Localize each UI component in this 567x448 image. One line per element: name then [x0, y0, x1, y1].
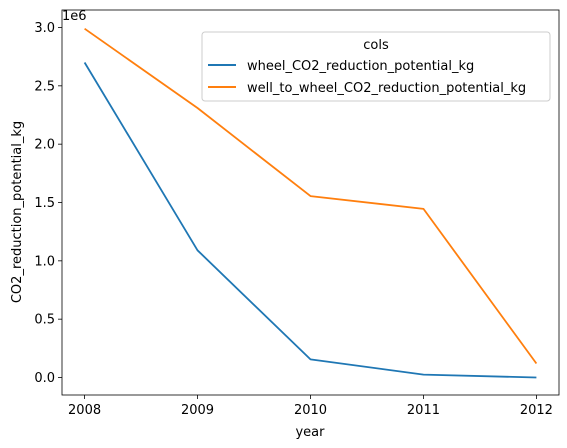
legend-label-well-to-wheel: well_to_wheel_CO2_reduction_potential_kg: [247, 81, 526, 96]
x-tick-label: 2012: [520, 403, 553, 418]
y-tick-label: 2.0: [34, 138, 55, 153]
y-tick-label: 3.0: [34, 21, 55, 36]
x-axis-label: year: [295, 425, 325, 440]
y-tick-label: 2.5: [34, 79, 55, 94]
y-tick-label: 0.5: [34, 313, 55, 328]
x-axis: 2008 2009 2010 2011 2012: [68, 395, 553, 418]
y-tick-label: 0.0: [34, 371, 55, 386]
y-offset-label: 1e6: [62, 9, 87, 24]
legend-label-wheel: wheel_CO2_reduction_potential_kg: [247, 59, 474, 74]
legend-title: cols: [363, 38, 389, 53]
series-line-0: [83, 62, 537, 379]
legend: cols wheel_CO2_reduction_potential_kg we…: [201, 31, 551, 102]
y-axis-label: CO2_reduction_potential_kg: [10, 121, 25, 303]
legend-box: [201, 31, 551, 102]
y-axis: 0.0 0.5 1.0 1.5 2.0 2.5 3.0: [34, 21, 62, 386]
y-tick-label: 1.0: [34, 254, 55, 269]
x-tick-label: 2010: [294, 403, 327, 418]
series-line-1: [84, 27, 538, 365]
x-tick-label: 2009: [181, 403, 214, 418]
y-tick-label: 1.5: [34, 196, 55, 211]
x-tick-label: 2011: [407, 403, 440, 418]
x-tick-label: 2008: [68, 403, 101, 418]
series-lines: [83, 27, 538, 379]
